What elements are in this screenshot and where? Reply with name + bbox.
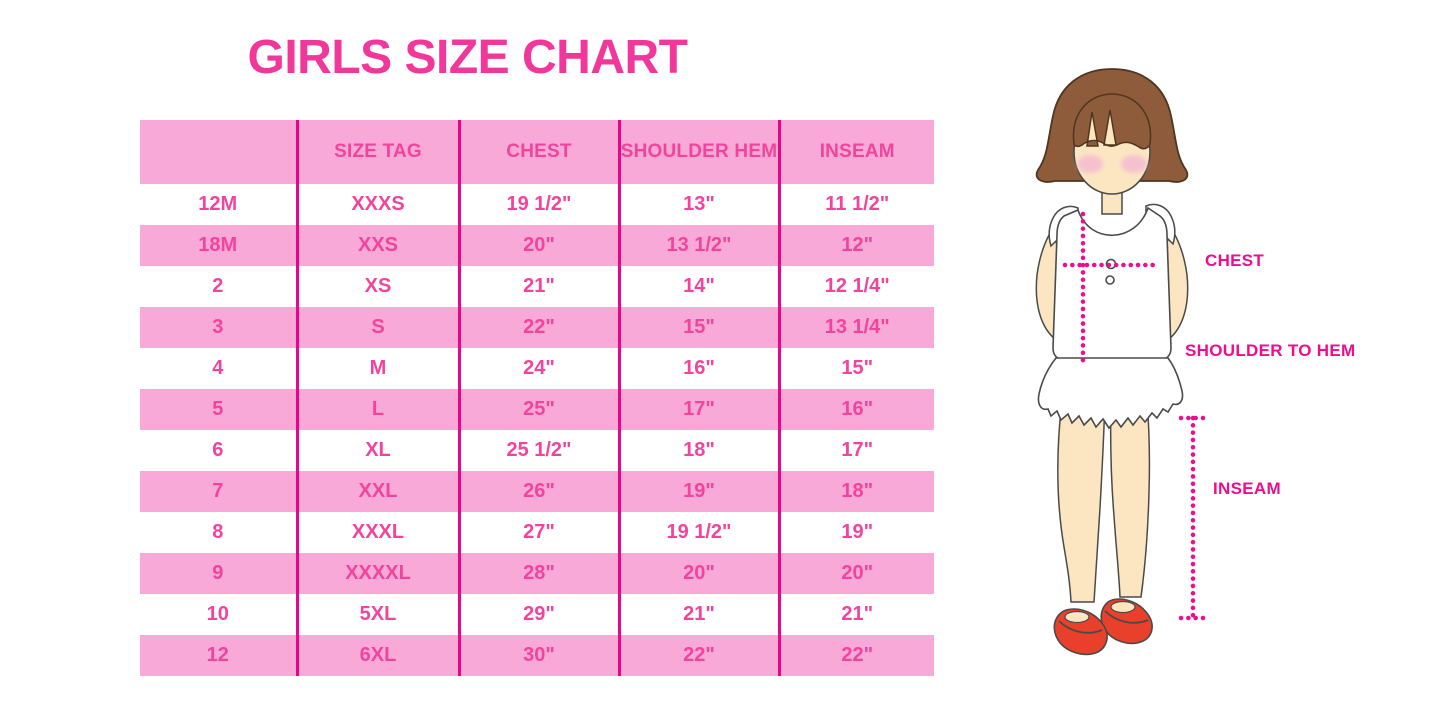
table-cell: 11 1/2" xyxy=(777,184,934,225)
header-row: SIZE TAG CHEST SHOULDER HEM INSEAM xyxy=(140,120,934,184)
table-cell: 20" xyxy=(457,225,619,266)
table-cell: 20" xyxy=(777,553,934,594)
table-cell: XXXXL xyxy=(295,553,459,594)
table-cell: 18M xyxy=(140,225,297,266)
table-cell: 13 1/2" xyxy=(617,225,779,266)
table-cell: 19 1/2" xyxy=(457,184,619,225)
table-cell: 19 1/2" xyxy=(617,512,779,553)
table-cell: XXS xyxy=(295,225,459,266)
table-row: 7 XXL 26" 19" 18" xyxy=(140,471,934,512)
table-cell: 15" xyxy=(777,348,934,389)
skirt xyxy=(1037,357,1184,430)
table-row: 10 5XL 29" 21" 21" xyxy=(140,594,934,635)
table-row: 18M XXS 20" 13 1/2" 12" xyxy=(140,225,934,266)
size-chart-table: SIZE TAG CHEST SHOULDER HEM INSEAM 12M XX… xyxy=(140,120,934,676)
table-cell: 21" xyxy=(457,266,619,307)
table-row: 5 L 25" 17" 16" xyxy=(140,389,934,430)
shoe-right-opening xyxy=(1110,600,1136,614)
table-cell: 19" xyxy=(617,471,779,512)
table-cell: 5 xyxy=(140,389,297,430)
header-cell-size xyxy=(140,120,297,184)
table-cell: 24" xyxy=(457,348,619,389)
table-cell: XS xyxy=(295,266,459,307)
shoe-left-strap xyxy=(1058,620,1103,634)
table-cell: 13 1/4" xyxy=(777,307,934,348)
header-cell-inseam: INSEAM xyxy=(777,120,934,184)
chest-label: CHEST xyxy=(1205,251,1265,270)
table-row: 6 XL 25 1/2" 18" 17" xyxy=(140,430,934,471)
table-cell: 25 1/2" xyxy=(457,430,619,471)
table-cell: 7 xyxy=(140,471,297,512)
shoulder-to-hem-label: SHOULDER TO HEM xyxy=(1185,341,1356,360)
table-cell: 2 xyxy=(212,275,224,297)
table-cell: 5XL xyxy=(295,594,459,635)
table-cell: S xyxy=(295,307,459,348)
size-chart-header: SIZE TAG CHEST SHOULDER HEM INSEAM xyxy=(140,120,934,184)
table-cell: 19" xyxy=(777,512,934,553)
table-cell: 22" xyxy=(777,635,934,676)
header-cell-shoulder-hem: SHOULDER HEM xyxy=(617,120,779,184)
table-cell: 14" xyxy=(617,266,779,307)
table-row: 12M XXXS 19 1/2" 13" 11 1/2" xyxy=(140,184,934,225)
table-cell: 28" xyxy=(457,553,619,594)
table-cell: XL xyxy=(295,430,459,471)
leg-left xyxy=(1056,399,1106,603)
table-cell: XXL xyxy=(295,471,459,512)
table-cell: 8 xyxy=(212,521,224,543)
table-cell: 30" xyxy=(457,635,619,676)
header-cell-chest: CHEST xyxy=(457,120,619,184)
table-cell: XXXS xyxy=(295,184,459,225)
table-cell: 13" xyxy=(617,184,779,225)
table-cell: 12 1/4" xyxy=(777,266,934,307)
table-cell: 6 xyxy=(212,439,224,461)
table-row: 9 XXXXL 28" 20" 20" xyxy=(140,553,934,594)
table-cell: 10 xyxy=(206,603,229,625)
table-row: 8 XXXL 27" 19 1/2" 19" xyxy=(140,512,934,553)
girl-illustration xyxy=(1035,68,1209,656)
size-chart-body: 12M XXXS 19 1/2" 13" 11 1/2" 18M XXS 20" 13 1/2"… xyxy=(140,184,934,676)
blush-right xyxy=(1121,155,1147,173)
bangs xyxy=(1072,93,1152,150)
button-bottom xyxy=(1105,275,1115,285)
table-cell: 16" xyxy=(777,389,934,430)
table-cell: 22" xyxy=(617,635,779,676)
table-cell: 4 xyxy=(212,357,224,379)
table-row: 4 M 24" 16" 15" xyxy=(140,348,934,389)
table-cell: 18" xyxy=(617,430,779,471)
leg-right xyxy=(1109,399,1151,598)
table-cell: 16" xyxy=(617,348,779,389)
table-cell: 12M xyxy=(198,193,238,215)
table-cell: 27" xyxy=(457,512,619,553)
table-cell: 12" xyxy=(777,225,934,266)
table-row: 12 6XL 30" 22" 22" xyxy=(140,635,934,676)
table-cell: 25" xyxy=(457,389,619,430)
table-cell: 21" xyxy=(777,594,934,635)
table-cell: 17" xyxy=(777,430,934,471)
table-cell: 9 xyxy=(140,553,297,594)
table-row: 3 S 22" 15" 13 1/4" xyxy=(140,307,934,348)
table-cell: 17" xyxy=(617,389,779,430)
table-cell: 3 xyxy=(140,307,297,348)
table-cell: 15" xyxy=(617,307,779,348)
page-title: GIRLS SIZE CHART xyxy=(247,31,688,84)
table-cell: 22" xyxy=(457,307,619,348)
table-cell: 29" xyxy=(457,594,619,635)
table-cell: 21" xyxy=(617,594,779,635)
table-row: 2 XS 21" 14" 12 1/4" xyxy=(140,266,934,307)
table-cell: 6XL xyxy=(295,635,459,676)
table-cell: 18" xyxy=(777,471,934,512)
blush-left xyxy=(1077,155,1103,173)
table-cell: XXXL xyxy=(295,512,459,553)
shoe-left-opening xyxy=(1064,610,1090,624)
table-cell: L xyxy=(295,389,459,430)
table-cell: 12 xyxy=(140,635,297,676)
inseam-label: INSEAM xyxy=(1213,479,1281,498)
shoe-right-strap xyxy=(1104,610,1149,624)
header-cell-size-tag: SIZE TAG xyxy=(295,120,459,184)
table-cell: 26" xyxy=(457,471,619,512)
table-cell: 20" xyxy=(617,553,779,594)
table-cell: M xyxy=(295,348,459,389)
